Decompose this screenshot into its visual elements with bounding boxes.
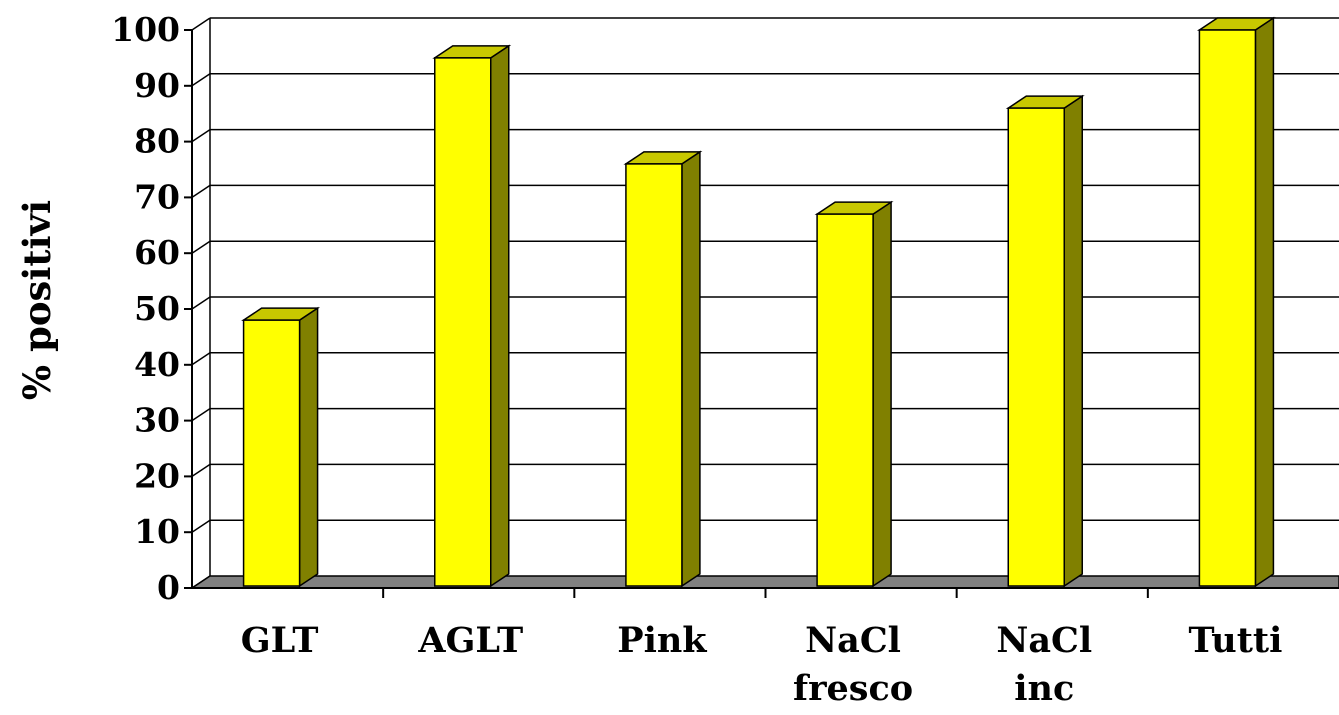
grid-layer [192, 18, 1339, 588]
side-wall-gridline [192, 409, 210, 421]
y-tick-label: 40 [134, 345, 180, 384]
y-axis-title: % positivi [15, 200, 59, 400]
bar-front [1199, 30, 1255, 586]
bar [244, 308, 318, 586]
bar-front [435, 58, 491, 586]
bar-front [1008, 108, 1064, 586]
y-tick-label: 70 [134, 177, 180, 216]
x-tick-label-line: Tutti [1188, 620, 1282, 661]
x-tick-label: NaCl fresco [793, 620, 913, 709]
x-tick-label-line: AGLT [417, 620, 523, 661]
side-wall-gridline [192, 520, 210, 532]
y-tick-label: 100 [111, 10, 180, 49]
bar [1008, 96, 1082, 586]
y-tick-label: 60 [134, 233, 180, 272]
x-tick-label-line: GLT [241, 620, 319, 661]
side-wall-gridline [192, 241, 210, 253]
bar [817, 202, 891, 586]
axis-layer [184, 30, 1339, 598]
bar-side [491, 46, 509, 586]
bar [626, 152, 700, 586]
x-tick-label-line: NaCl [805, 620, 901, 661]
y-tick-label: 20 [134, 456, 180, 495]
bar-side [682, 152, 700, 586]
bar-front [244, 320, 300, 586]
bars-layer [244, 18, 1274, 586]
bar [435, 46, 509, 586]
side-wall-gridline [192, 18, 210, 30]
chart-floor [192, 576, 1339, 588]
x-tick-label-line: fresco [793, 668, 913, 709]
x-tick-label-line: NaCl [996, 620, 1092, 661]
bar-side [1255, 18, 1273, 586]
y-tick-label: 90 [134, 66, 180, 105]
x-tick-label: Pink [617, 620, 707, 661]
bar-front [817, 214, 873, 586]
y-tick-label: 0 [157, 568, 180, 607]
x-tick-label: GLT [241, 620, 319, 661]
floor-layer [192, 576, 1339, 588]
side-wall-gridline [192, 464, 210, 476]
bar-front [626, 164, 682, 586]
x-tick-label: NaCl inc [996, 620, 1092, 709]
x-tick-label: AGLT [417, 620, 523, 661]
bar-side [1064, 96, 1082, 586]
y-tick-label: 80 [134, 122, 180, 161]
bar-side [300, 308, 318, 586]
bar-side [873, 202, 891, 586]
x-tick-label: Tutti [1188, 620, 1282, 661]
side-wall-gridline [192, 130, 210, 142]
side-wall-gridline [192, 185, 210, 197]
y-tick-label: 30 [134, 401, 180, 440]
side-wall-gridline [192, 74, 210, 86]
bar [1199, 18, 1273, 586]
side-wall-gridline [192, 297, 210, 309]
y-tick-label: 50 [134, 289, 180, 328]
side-wall-gridline [192, 353, 210, 365]
x-tick-label-line: Pink [617, 620, 707, 661]
x-tick-label-line: inc [1014, 668, 1074, 709]
y-tick-label: 10 [134, 512, 180, 551]
